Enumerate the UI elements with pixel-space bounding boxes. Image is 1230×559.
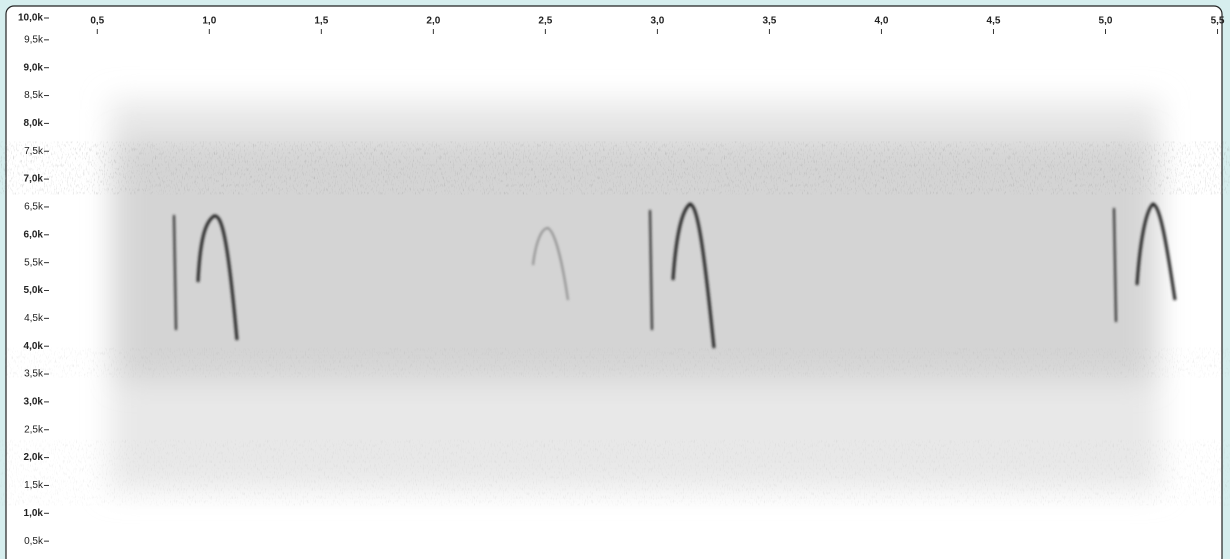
- y-tick-label: 1,0k: [24, 508, 44, 519]
- y-tick-label: 2,0k: [24, 452, 44, 463]
- spectrogram-image: [100, 100, 1175, 500]
- y-tick-label: 9,0k: [24, 62, 44, 73]
- x-tick-label: 5,5: [1211, 16, 1225, 27]
- x-tick-label: 3,0: [650, 16, 664, 27]
- y-tick-label: 8,5k: [24, 90, 44, 101]
- y-tick-label: 2,5k: [24, 424, 44, 435]
- y-tick-label: 5,0k: [24, 285, 44, 296]
- x-tick-label: 2,0: [426, 16, 440, 27]
- x-tick-label: 5,0: [1099, 16, 1113, 27]
- y-tick-label: 4,5k: [24, 313, 44, 324]
- y-tick-label: 10,0k: [18, 13, 43, 24]
- x-tick-label: 2,5: [538, 16, 552, 27]
- y-tick-label: 1,5k: [24, 480, 44, 491]
- y-tick-label: 3,0k: [24, 397, 44, 408]
- y-tick-label: 4,0k: [24, 341, 44, 352]
- x-tick-label: 4,5: [987, 16, 1001, 27]
- y-tick-label: 6,5k: [24, 202, 44, 213]
- y-tick-label: 3,5k: [24, 369, 44, 380]
- y-tick-label: 0,5k: [24, 536, 44, 547]
- x-tick-label: 1,0: [202, 16, 216, 27]
- y-tick-label: 7,0k: [24, 174, 44, 185]
- y-tick-label: 7,5k: [24, 146, 44, 157]
- page: 0,51,01,52,02,53,03,54,04,55,05,50,0k0,5…: [0, 0, 1230, 559]
- x-tick-label: 0,5: [90, 16, 104, 27]
- y-tick-label: 8,0k: [24, 118, 44, 129]
- y-tick-label: 5,5k: [24, 257, 44, 268]
- x-tick-label: 1,5: [314, 16, 328, 27]
- y-tick-label: 6,0k: [24, 229, 44, 240]
- y-tick-label: 9,5k: [24, 34, 44, 45]
- x-tick-label: 3,5: [762, 16, 776, 27]
- chart: 0,51,01,52,02,53,03,54,04,55,05,50,0k0,5…: [0, 0, 1230, 559]
- x-tick-label: 4,0: [874, 16, 888, 27]
